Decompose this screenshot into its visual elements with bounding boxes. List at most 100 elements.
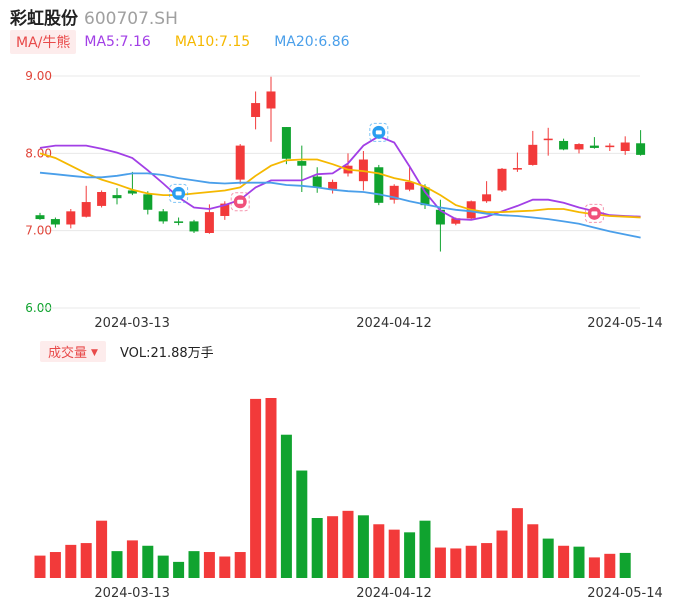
candle-body xyxy=(204,212,214,233)
volume-tag-label: 成交量 xyxy=(48,345,88,361)
candle-body xyxy=(528,144,538,165)
candle-body xyxy=(81,202,91,217)
candle-body xyxy=(435,209,445,225)
marker-frame xyxy=(369,122,389,142)
volume-bar xyxy=(619,552,631,578)
candle-body xyxy=(158,211,168,222)
y-tick-label: 6.00 xyxy=(25,301,52,315)
volume-bar xyxy=(588,557,600,578)
candle-body xyxy=(605,145,615,148)
marker-glyph xyxy=(375,130,382,135)
candle-body xyxy=(143,194,153,210)
volume-bar xyxy=(173,561,185,578)
candle-body xyxy=(297,161,307,166)
volume-bar xyxy=(49,552,61,578)
marker-frame xyxy=(230,192,250,212)
volume-bar xyxy=(280,434,292,578)
stock-code: 600707.SH xyxy=(84,9,178,29)
volume-x-tick-label: 2024-04-12 xyxy=(356,586,432,601)
volume-bar xyxy=(203,552,215,578)
volume-bar xyxy=(311,518,323,578)
ma20-legend: MA20:6.86 xyxy=(274,34,350,50)
volume-bar xyxy=(142,545,154,578)
candle-body xyxy=(220,203,230,216)
volume-bar xyxy=(34,555,46,578)
volume-indicator-tag[interactable]: 成交量 ▼ xyxy=(40,340,106,362)
candle-body xyxy=(66,211,76,225)
volume-legend: 成交量 ▼ VOL:21.88万手 xyxy=(40,340,214,362)
candle-body xyxy=(620,142,630,152)
x-tick-label: 2024-05-14 xyxy=(587,316,663,331)
volume-bar xyxy=(126,540,138,578)
volume-bar xyxy=(157,555,169,578)
candle-body xyxy=(312,176,322,188)
candle-body xyxy=(374,167,384,203)
volume-bar xyxy=(511,508,523,578)
volume-bar xyxy=(296,470,308,578)
candle-body xyxy=(266,91,276,109)
volume-bar xyxy=(388,529,400,578)
candle-body xyxy=(235,145,245,180)
stock-name: 彩虹股份 xyxy=(10,9,78,29)
candle-body xyxy=(112,195,122,199)
volume-bar xyxy=(450,548,462,578)
candle-body xyxy=(405,181,415,190)
bull-marker-icon xyxy=(230,192,250,212)
candle-body xyxy=(281,127,291,159)
candle-body xyxy=(482,194,492,202)
volume-x-tick-label: 2024-05-14 xyxy=(587,586,663,601)
candle-body xyxy=(50,219,60,225)
candle-body xyxy=(174,221,184,223)
volume-bar xyxy=(80,543,92,578)
bear-marker-icon xyxy=(369,122,389,142)
volume-bar xyxy=(419,520,431,578)
volume-bar xyxy=(496,530,508,578)
volume-bar xyxy=(357,515,369,578)
volume-bar xyxy=(234,552,246,578)
volume-bar xyxy=(404,532,416,578)
candle-body xyxy=(451,218,461,224)
x-tick-label: 2024-03-13 xyxy=(94,316,170,331)
candle-body xyxy=(189,221,199,232)
marker-glyph xyxy=(591,211,598,216)
candle-body xyxy=(574,144,584,150)
volume-bar xyxy=(434,547,446,578)
candle-body xyxy=(559,140,569,150)
ma20-line xyxy=(39,171,641,239)
volume-bar xyxy=(111,551,123,578)
volume-bar xyxy=(219,556,231,578)
marker-glyph xyxy=(237,199,244,204)
candle-body xyxy=(389,185,399,200)
ma-indicator-tag[interactable]: MA/牛熊 xyxy=(10,30,77,54)
volume-bar xyxy=(265,398,277,578)
candle-body xyxy=(35,215,45,220)
candle-body xyxy=(543,138,553,141)
ma-legend: MA/牛熊 MA5:7.16 MA10:7.15 MA20:6.86 xyxy=(10,30,374,54)
y-tick-label: 8.00 xyxy=(25,146,52,160)
y-tick-label: 9.00 xyxy=(25,69,52,83)
candle-body xyxy=(512,168,522,170)
volume-bar xyxy=(481,543,493,578)
marker-frame xyxy=(584,203,604,223)
volume-bar xyxy=(250,398,262,578)
bear-marker-icon xyxy=(169,183,189,203)
volume-bar xyxy=(65,544,77,578)
candle-body xyxy=(251,103,261,117)
candle-body xyxy=(589,145,599,148)
volume-bar xyxy=(327,516,339,578)
x-tick-label: 2024-04-12 xyxy=(356,316,432,331)
caret-down-icon: ▼ xyxy=(91,348,98,358)
bull-marker-icon xyxy=(584,203,604,223)
candle-body xyxy=(497,168,507,191)
volume-bar xyxy=(188,551,200,578)
candle-body xyxy=(127,190,137,194)
volume-bar xyxy=(527,524,539,578)
volume-bar xyxy=(342,510,354,578)
volume-bar xyxy=(542,538,554,578)
volume-x-tick-label: 2024-03-13 xyxy=(94,586,170,601)
ma5-legend: MA5:7.16 xyxy=(84,34,151,50)
candle-body xyxy=(420,187,430,206)
candle-body xyxy=(328,181,338,189)
volume-bar xyxy=(558,545,570,578)
